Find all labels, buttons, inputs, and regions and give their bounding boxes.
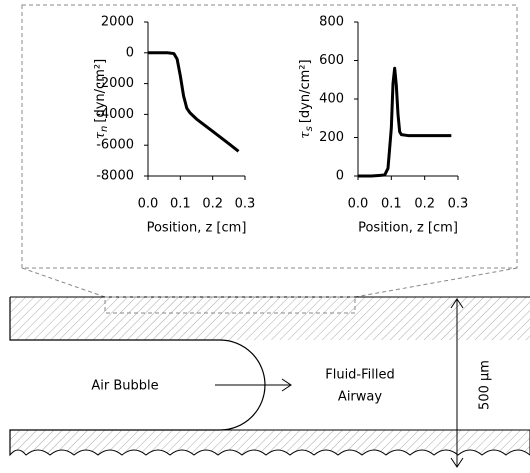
y-title-subscript: s bbox=[304, 126, 315, 131]
scale-arrowheads bbox=[450, 298, 464, 468]
x-tick-label: 0.1 bbox=[170, 197, 191, 212]
lower-wall bbox=[9, 429, 530, 457]
y-title-symbol: τ bbox=[93, 131, 108, 139]
y-tick-label: 800 bbox=[319, 15, 344, 30]
data-line bbox=[148, 51, 240, 153]
y-axis-title: τs [dyn/cm²] bbox=[298, 59, 316, 138]
y-title-unit: [dyn/cm²] bbox=[298, 59, 313, 123]
x-tick-label: 0.0 bbox=[138, 197, 159, 212]
y-tick-label: 400 bbox=[319, 92, 344, 107]
x-axis-title: Position, z [cm] bbox=[358, 221, 458, 236]
y-tick-label: 600 bbox=[319, 53, 344, 68]
callout-line bbox=[354, 267, 518, 298]
x-tick-label: 0.1 bbox=[381, 197, 402, 212]
flow-arrowhead bbox=[281, 378, 292, 392]
y-tick-label: 2000 bbox=[101, 15, 134, 30]
fluid-label: Fluid-Filled bbox=[325, 368, 395, 383]
fluid-label: Airway bbox=[338, 390, 382, 405]
label-bg bbox=[60, 374, 190, 396]
x-tick-label: 0.2 bbox=[202, 197, 223, 212]
x-tick-label: 0.2 bbox=[414, 197, 435, 212]
y-title-subscript: n bbox=[99, 126, 110, 132]
callout-box bbox=[21, 4, 518, 269]
label-bg bbox=[474, 350, 496, 420]
y-tick-label: -4000 bbox=[96, 107, 134, 122]
label-bg bbox=[310, 364, 410, 408]
y-tick-label: -8000 bbox=[96, 169, 134, 184]
upper-wall bbox=[10, 297, 530, 340]
callout-line bbox=[21, 267, 106, 298]
y-tick-label: -6000 bbox=[96, 138, 134, 153]
bubble-label: Air Bubble bbox=[91, 379, 158, 394]
y-tick-label: 0 bbox=[336, 169, 344, 184]
y-tick-label: 200 bbox=[319, 130, 344, 145]
x-tick-label: 0.3 bbox=[448, 197, 469, 212]
x-axis-title: Position, z [cm] bbox=[147, 221, 247, 236]
y-title-unit: [dyn/cm²] bbox=[93, 59, 108, 123]
y-tick-label: -2000 bbox=[96, 76, 134, 91]
y-axis-title: τn [dyn/cm²] bbox=[93, 59, 111, 139]
scale-label: 500 µm bbox=[478, 360, 493, 410]
data-line bbox=[358, 66, 452, 178]
x-tick-label: 0.0 bbox=[348, 197, 369, 212]
y-tick-label: 0 bbox=[126, 45, 134, 60]
x-tick-label: 0.3 bbox=[235, 197, 256, 212]
y-title-symbol: τ bbox=[298, 131, 313, 139]
